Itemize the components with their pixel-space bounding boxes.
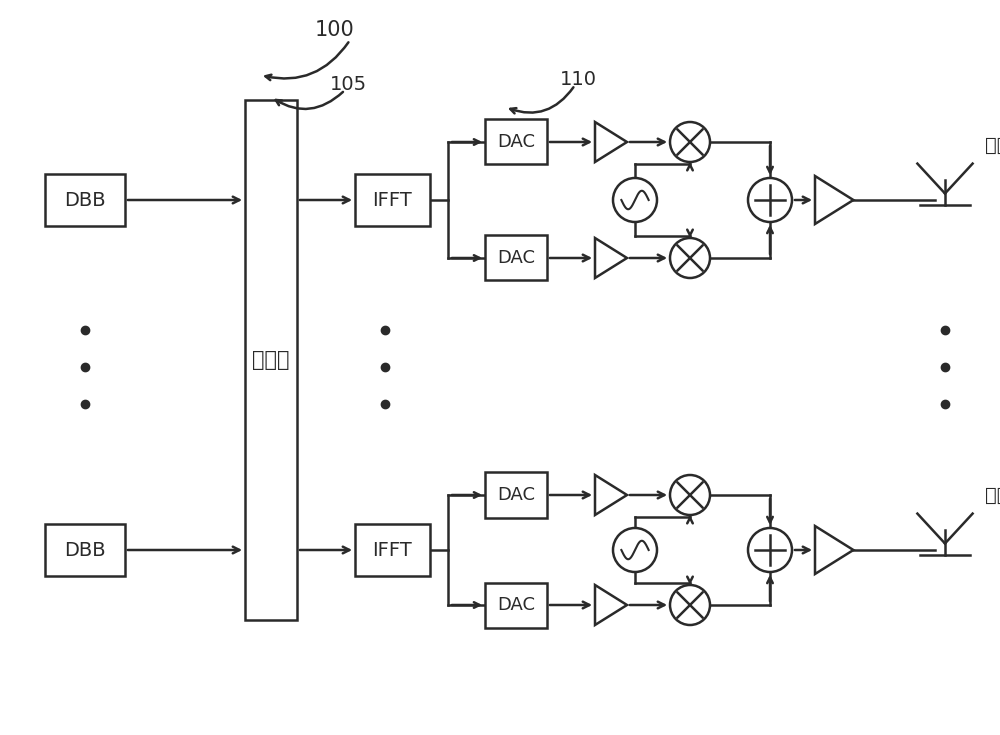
- FancyBboxPatch shape: [485, 473, 547, 517]
- FancyBboxPatch shape: [485, 235, 547, 281]
- Polygon shape: [815, 526, 853, 574]
- FancyBboxPatch shape: [485, 120, 547, 165]
- FancyBboxPatch shape: [45, 524, 125, 576]
- Polygon shape: [595, 585, 627, 625]
- Text: 预编码: 预编码: [252, 350, 290, 370]
- Polygon shape: [595, 238, 627, 278]
- Polygon shape: [815, 176, 853, 224]
- Text: DAC: DAC: [497, 249, 535, 267]
- Text: 105: 105: [330, 76, 367, 95]
- Text: IFFT: IFFT: [373, 540, 412, 559]
- FancyBboxPatch shape: [355, 524, 430, 576]
- Circle shape: [670, 122, 710, 162]
- Text: DAC: DAC: [497, 486, 535, 504]
- Circle shape: [613, 178, 657, 222]
- Circle shape: [670, 238, 710, 278]
- Text: DAC: DAC: [497, 596, 535, 614]
- Polygon shape: [595, 475, 627, 515]
- Circle shape: [613, 528, 657, 572]
- Polygon shape: [595, 122, 627, 162]
- FancyBboxPatch shape: [355, 174, 430, 226]
- Text: 100: 100: [315, 20, 355, 40]
- FancyBboxPatch shape: [245, 100, 297, 620]
- Text: DBB: DBB: [64, 190, 106, 209]
- Text: 110: 110: [560, 71, 597, 90]
- Text: 天线 N-1: 天线 N-1: [985, 486, 1000, 504]
- Text: 天线 0: 天线 0: [985, 135, 1000, 154]
- Circle shape: [670, 585, 710, 625]
- Circle shape: [748, 178, 792, 222]
- Text: DAC: DAC: [497, 133, 535, 151]
- FancyBboxPatch shape: [45, 174, 125, 226]
- Text: DBB: DBB: [64, 540, 106, 559]
- Text: IFFT: IFFT: [373, 190, 412, 209]
- FancyBboxPatch shape: [485, 583, 547, 628]
- Circle shape: [670, 475, 710, 515]
- Circle shape: [748, 528, 792, 572]
